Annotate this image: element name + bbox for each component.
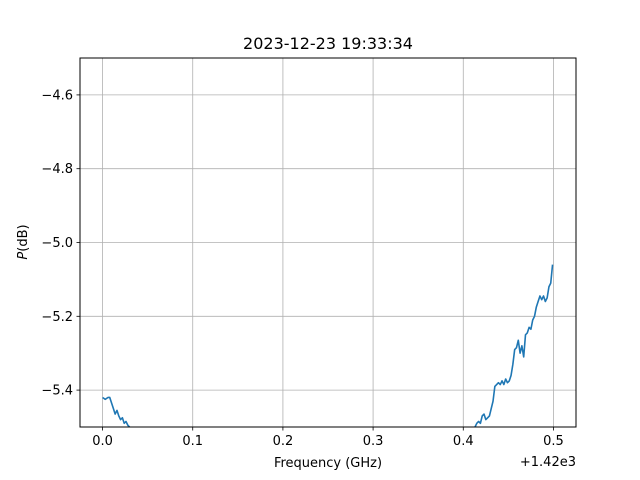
x-tick-label: 0.3 [363, 434, 384, 449]
series-line [102, 396, 131, 427]
y-tick-label: −5.4 [41, 384, 73, 399]
x-axis-ticks: 0.0 0.1 0.2 0.3 0.4 0.5 [92, 427, 564, 449]
y-tick-label: −5.2 [41, 310, 73, 325]
y-axis-label: P(dB) [16, 224, 31, 259]
y-tick-label: −5.0 [41, 236, 73, 251]
y-axis-label-unit: (dB) [16, 224, 31, 251]
chart-title: 2023-12-23 19:33:34 [243, 34, 413, 53]
series-line [474, 264, 554, 427]
x-tick-label: 0.0 [92, 434, 113, 449]
y-axis-ticks: −5.4 −5.2 −5.0 −4.8 −4.6 [41, 88, 80, 399]
x-tick-label: 0.5 [543, 434, 564, 449]
x-tick-label: 0.1 [182, 434, 203, 449]
y-axis-label-symbol: P [16, 252, 31, 260]
series-layer [102, 264, 554, 427]
y-tick-label: −4.8 [41, 162, 73, 177]
x-tick-label: 0.4 [453, 434, 474, 449]
x-axis-offset-label: +1.42e3 [520, 455, 576, 470]
grid [80, 58, 576, 427]
x-tick-label: 0.2 [273, 434, 294, 449]
y-tick-label: −4.6 [41, 88, 73, 103]
x-axis-label: Frequency (GHz) [274, 456, 382, 471]
